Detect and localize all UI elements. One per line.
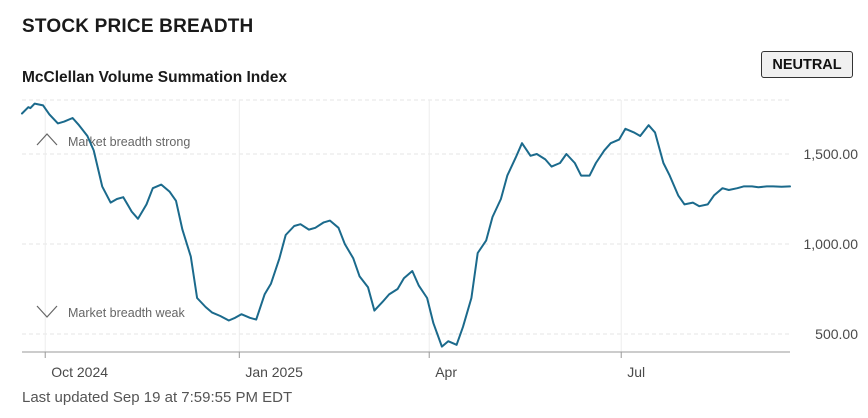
x-tick-label: Apr bbox=[435, 364, 457, 380]
axis-layer: 500.00 1,000.00 1,500.00 Oct 2024 Jan 2025 Ap… bbox=[22, 146, 858, 380]
x-tick-label: Jan 2025 bbox=[245, 364, 303, 380]
series-layer bbox=[21, 102, 791, 348]
series-line bbox=[21, 102, 791, 348]
chevron-up-icon bbox=[36, 133, 58, 146]
annotation-weak: Market breadth weak bbox=[68, 306, 185, 320]
x-tick-label: Oct 2024 bbox=[51, 364, 108, 380]
y-tick-label: 500.00 bbox=[815, 326, 858, 342]
y-tick-label: 1,500.00 bbox=[804, 146, 859, 162]
annotation-strong: Market breadth strong bbox=[68, 135, 190, 149]
chart-title: McClellan Volume Summation Index bbox=[22, 69, 287, 86]
y-tick-label: 1,000.00 bbox=[804, 236, 859, 252]
annotation-layer: Market breadth strong Market breadth wea… bbox=[36, 133, 190, 320]
section-title: STOCK PRICE BREADTH bbox=[22, 16, 254, 37]
x-tick-label: Jul bbox=[627, 364, 645, 380]
grid-layer bbox=[22, 99, 790, 352]
status-badge: NEUTRAL bbox=[761, 51, 853, 78]
last-updated: Last updated Sep 19 at 7:59:55 PM EDT bbox=[22, 389, 293, 406]
chevron-down-icon bbox=[36, 305, 58, 318]
